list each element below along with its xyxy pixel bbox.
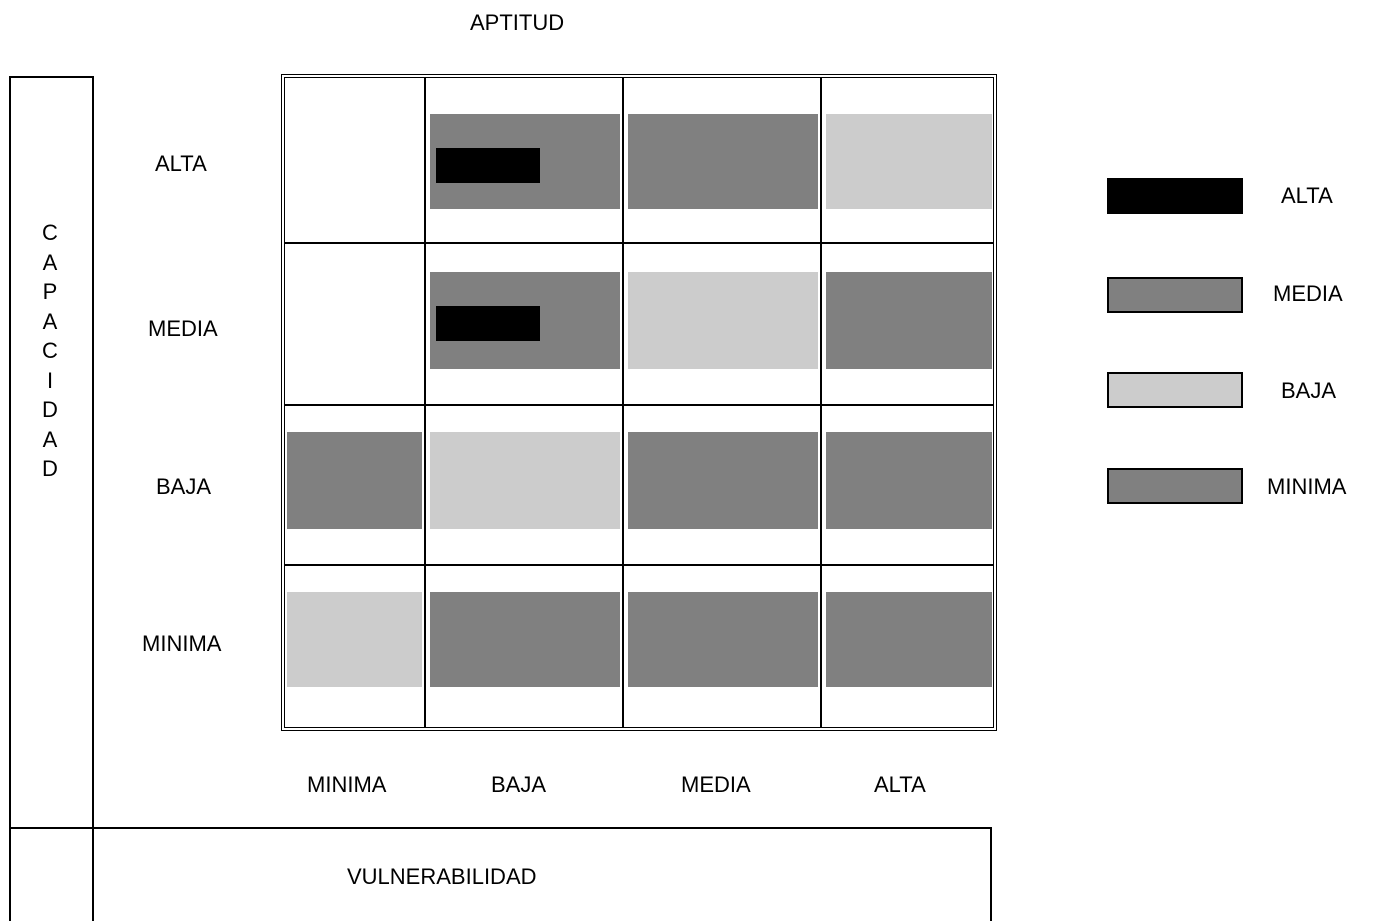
legend-swatch-baja [1107, 372, 1243, 408]
y-level-label: MEDIA [148, 316, 218, 341]
risk-matrix [281, 74, 997, 731]
grid-line-vertical [820, 78, 822, 727]
matrix-cell-media [826, 432, 992, 529]
matrix-cell-baja [628, 272, 818, 369]
matrix-mark-alta [436, 148, 540, 183]
matrix-cell-media [628, 114, 818, 209]
x-level-label: MINIMA [307, 772, 387, 797]
y-axis-title-letter: C [42, 338, 58, 363]
x-axis-title: VULNERABILIDAD [347, 864, 537, 889]
matrix-mark-alta [436, 306, 540, 341]
legend-label: ALTA [1281, 183, 1333, 208]
legend-label: MEDIA [1273, 281, 1343, 306]
frame-left-border [9, 76, 11, 921]
legend-swatch-alta [1107, 178, 1243, 214]
grid-line-vertical [424, 78, 426, 727]
y-axis-title-letter: A [42, 426, 58, 452]
legend-label: BAJA [1281, 378, 1337, 403]
y-axis-title-letter: P [42, 279, 58, 304]
y-axis-title-letter: A [42, 308, 58, 334]
matrix-cell-baja [430, 432, 620, 529]
matrix-cell-media [628, 432, 818, 529]
x-level-label: BAJA [491, 772, 547, 797]
x-level-label: MEDIA [681, 772, 751, 797]
grid-line-horizontal [285, 564, 993, 566]
matrix-cell-media [430, 592, 620, 687]
y-axis-title-letter: D [42, 397, 58, 422]
grid-line-vertical [622, 78, 624, 727]
y-level-label: MINIMA [142, 631, 222, 656]
y-axis-title: C A P A C I D A D [30, 218, 70, 484]
x-level-label: ALTA [874, 772, 926, 797]
matrix-cell-baja [826, 114, 992, 209]
matrix-cell-media [826, 272, 992, 369]
grid-line-horizontal [285, 242, 993, 244]
y-level-label: BAJA [156, 474, 212, 499]
y-axis-title-letter: A [42, 249, 58, 275]
diagram-title: APTITUD [470, 10, 565, 35]
frame-divider-vertical [92, 76, 94, 921]
y-axis-title-letter: I [46, 367, 54, 393]
grid-line-horizontal [285, 404, 993, 406]
frame-divider-horizontal [9, 827, 94, 829]
legend-label: MINIMA [1267, 474, 1347, 499]
frame-top-border [9, 76, 94, 78]
legend-swatch-media [1107, 277, 1243, 313]
y-level-label: ALTA [155, 151, 207, 176]
matrix-cell-baja [287, 592, 422, 687]
matrix-cell-media [287, 432, 422, 529]
y-axis-title-letter: C [42, 220, 58, 245]
legend-swatch-minima [1107, 468, 1243, 504]
y-axis-title-letter: D [42, 456, 58, 481]
matrix-cell-media [826, 592, 992, 687]
x-axis-title-box [92, 827, 992, 921]
matrix-cell-media [628, 592, 818, 687]
